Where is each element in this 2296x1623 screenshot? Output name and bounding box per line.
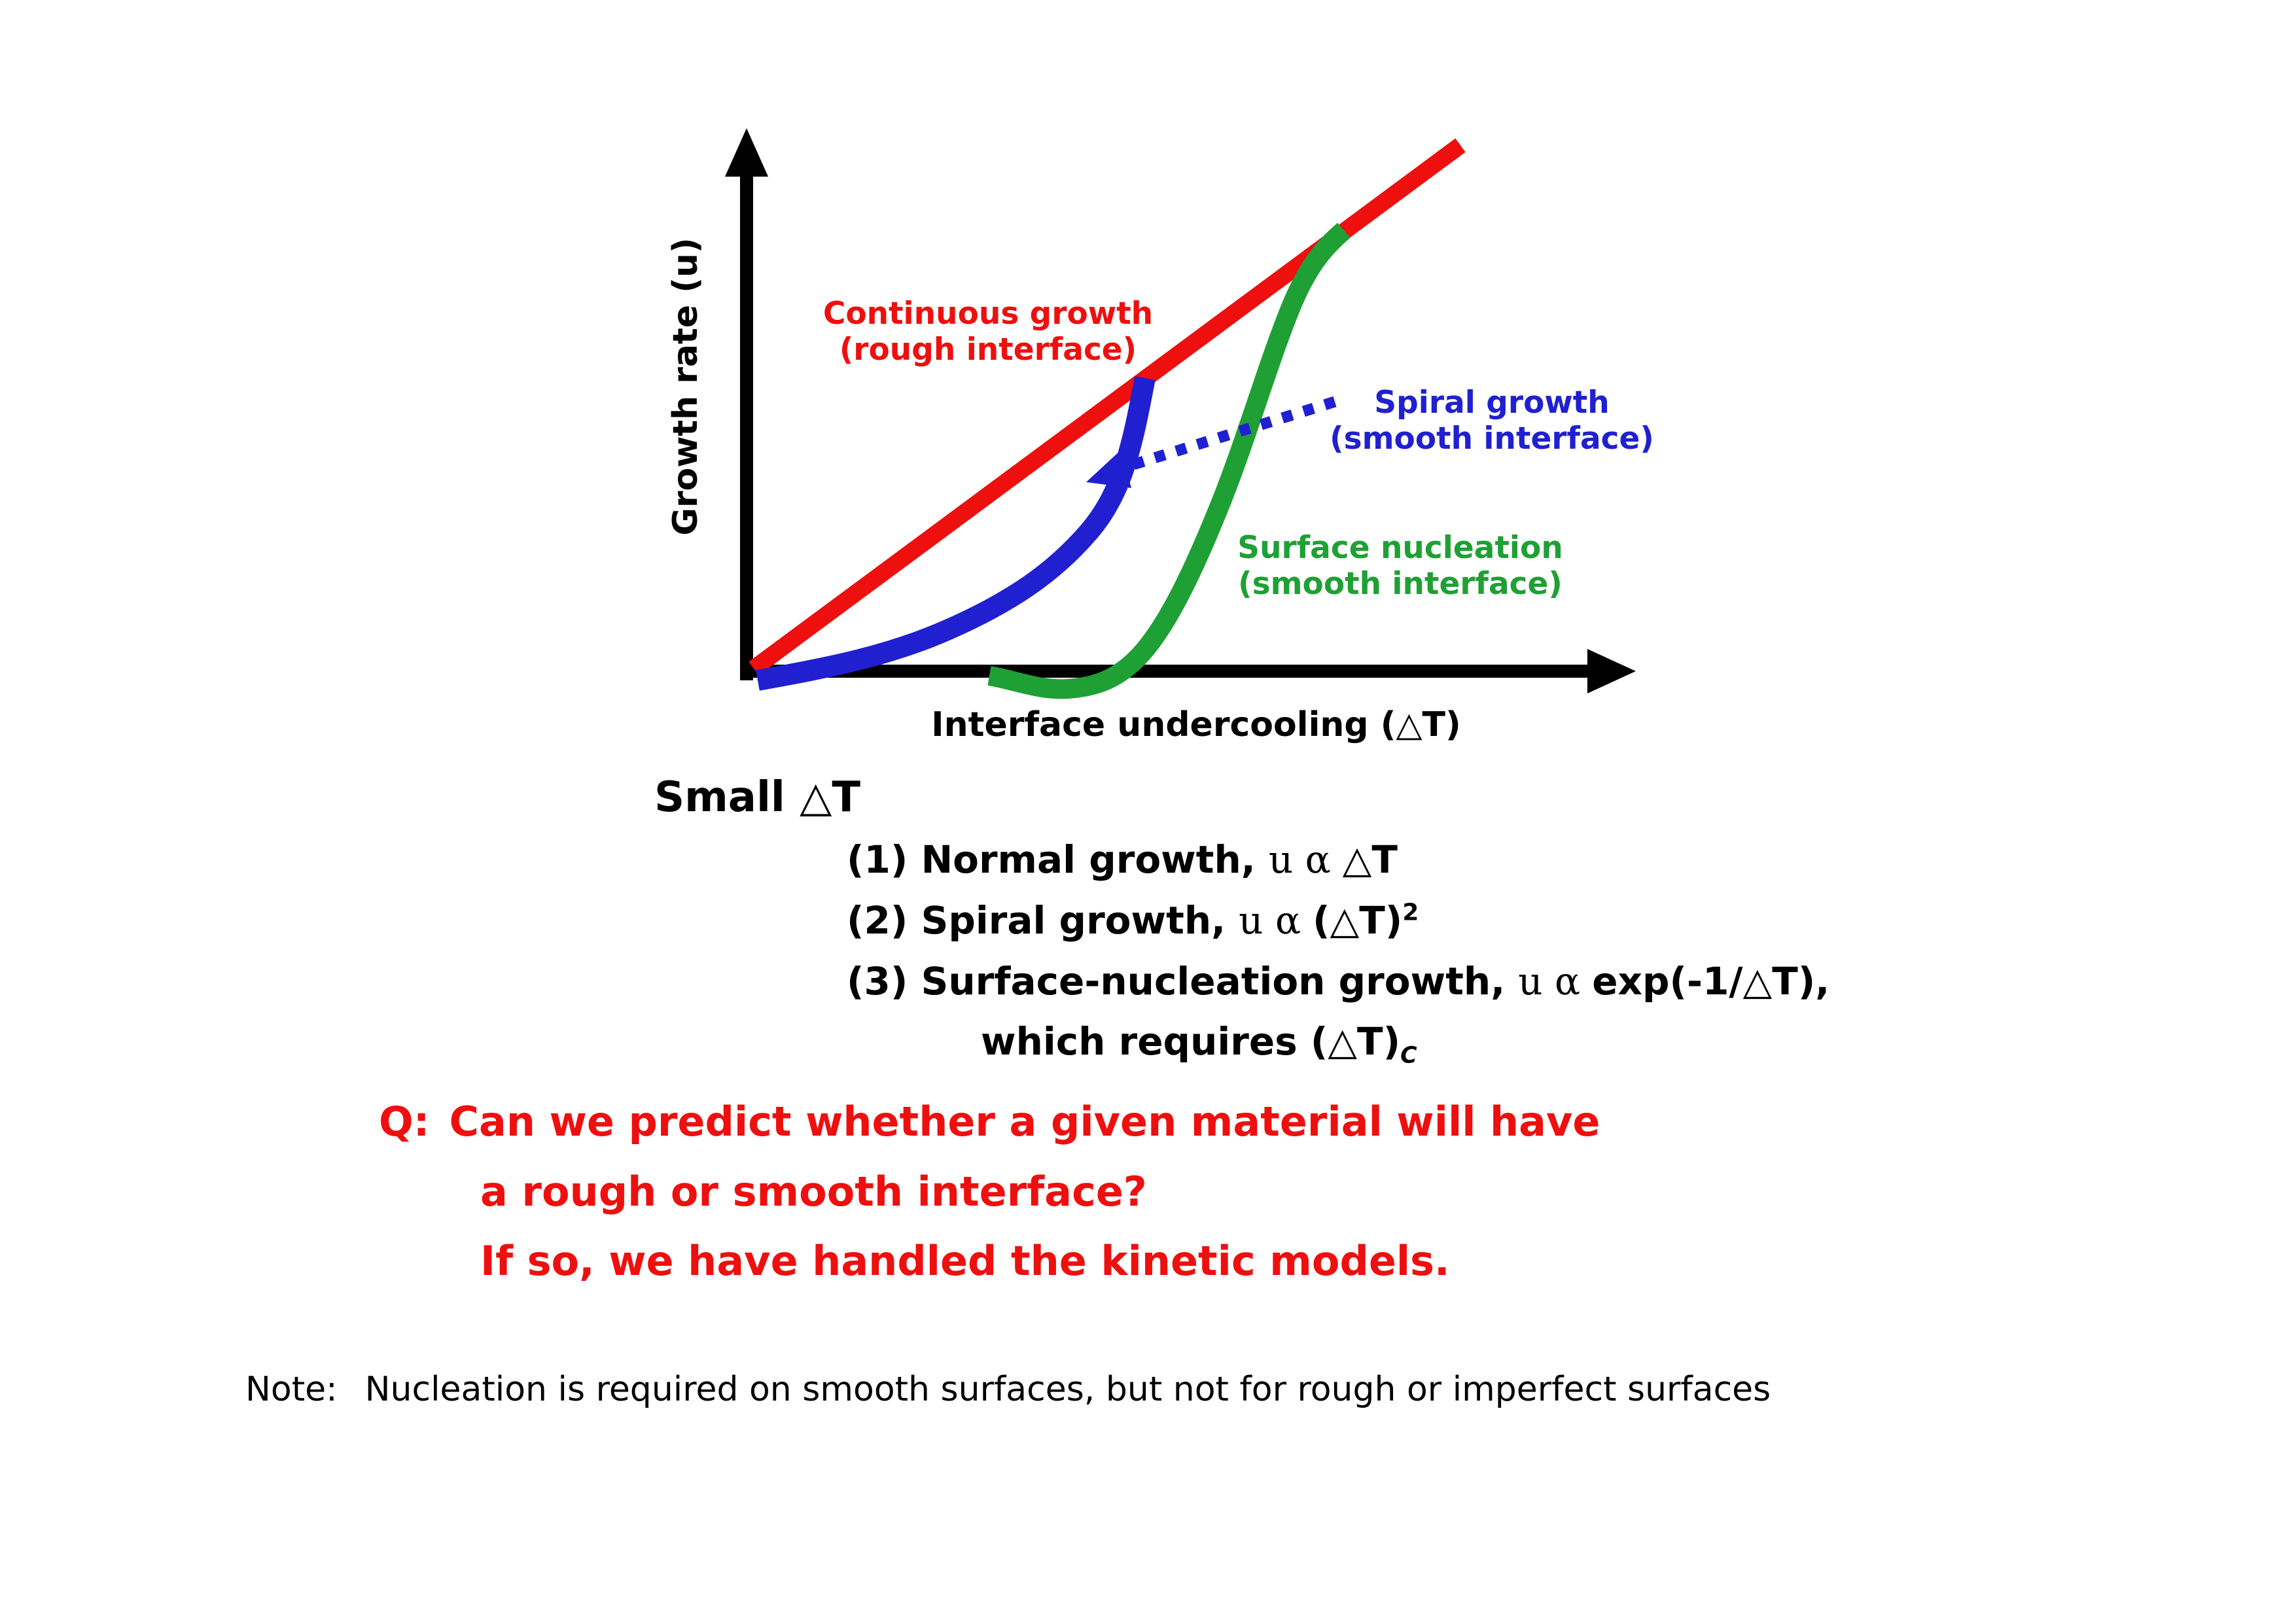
question-line2: a rough or smooth interface? (480, 1167, 1147, 1215)
question-line1: Q: Can we predict whether a given materia… (379, 1087, 1600, 1157)
item1-text: (1) Normal growth, (847, 837, 1256, 882)
question-label: Q: (379, 1098, 430, 1145)
surface-nucleation-label-line1: Surface nucleation (1237, 530, 1563, 566)
continuous-growth-label-line1: Continuous growth (822, 296, 1154, 332)
question-line1-text: Can we predict whether a given material … (449, 1098, 1600, 1145)
x-axis-label: Interface undercooling (△T) (931, 705, 1461, 744)
x-axis-arrowhead-icon (1587, 649, 1636, 693)
question-block: Q: Can we predict whether a given materia… (379, 1087, 1600, 1297)
continuous-growth-label-line2: (rough interface) (839, 332, 1137, 368)
item2-formula-tail: (△T) (1313, 898, 1403, 943)
item2-text: (2) Spiral growth, (847, 898, 1226, 943)
note-label: Note: (245, 1370, 338, 1409)
item1-formula-tail: △T (1342, 837, 1398, 882)
surface-nucleation-label-line2: (smooth interface) (1238, 566, 1563, 602)
item2-formula: u α (1239, 898, 1301, 943)
small-dt-heading: Small △T (654, 773, 860, 822)
annotation-arrowhead-icon (1086, 450, 1131, 488)
list-item-normal-growth: (1) Normal growth, u α △T (847, 829, 1829, 890)
spiral-growth-label-line1: Spiral growth (1374, 385, 1610, 421)
y-axis-arrowhead-icon (725, 128, 768, 177)
which-requires-text: which requires (△T) (981, 1019, 1401, 1064)
spiral-growth-curve (756, 375, 1156, 691)
spiral-growth-label: Spiral growth (smooth interface) (1328, 385, 1655, 457)
item3-formula-tail: exp(-1/△T), (1592, 958, 1830, 1003)
y-axis-label: Growth rate (u) (666, 237, 705, 536)
continuous-growth-label: Continuous growth (rough interface) (805, 296, 1171, 368)
annotation-arrow-line (1106, 396, 1337, 478)
list-item-spiral-growth: (2) Spiral growth, u α (△T)2 (847, 890, 1829, 951)
which-requires-line: which requires (△T)C (981, 1011, 1829, 1074)
note-line: Note: Nucleation is required on smooth su… (245, 1370, 1771, 1409)
surface-nucleation-label: Surface nucleation (smooth interface) (1230, 530, 1570, 602)
item3-text: (3) Surface-nucleation growth, (847, 958, 1506, 1003)
question-line3: If so, we have handled the kinetic model… (480, 1237, 1450, 1285)
item3-formula: u α (1518, 958, 1581, 1003)
which-requires-subscript: C (1400, 1042, 1417, 1069)
growth-mechanisms-list: (1) Normal growth, u α △T (2) Spiral growt… (847, 829, 1829, 1075)
note-text: Nucleation is required on smooth surface… (364, 1370, 1771, 1409)
surface-nucleation-curve (987, 222, 1351, 699)
spiral-growth-label-line2: (smooth interface) (1330, 421, 1654, 457)
item1-formula: u α (1268, 837, 1331, 882)
item2-exponent: 2 (1402, 899, 1419, 926)
list-item-surface-nucleation-growth: (3) Surface-nucleation growth, u α exp(-1/… (847, 951, 1829, 1012)
